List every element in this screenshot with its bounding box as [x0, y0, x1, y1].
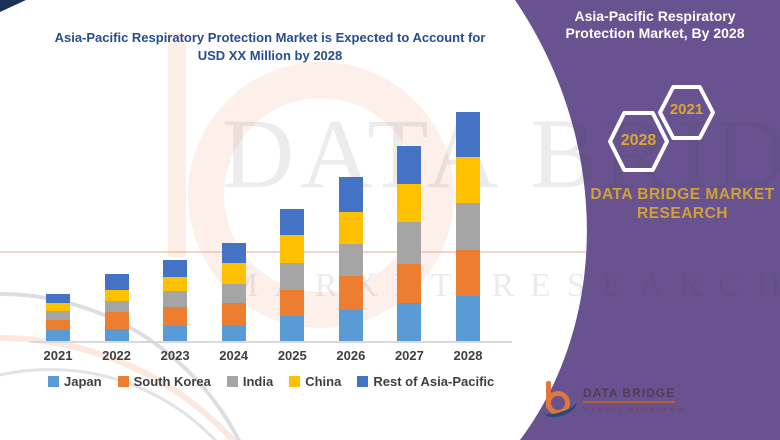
- x-label-2021: 2021: [43, 348, 73, 363]
- bar-2022-segment-south-korea: [104, 312, 129, 329]
- logo-underline: [583, 401, 675, 403]
- bar-2023-segment-south-korea: [163, 307, 188, 326]
- bar-2022: [104, 274, 129, 342]
- chart-title-line-2: USD XX Million by 2028: [197, 48, 343, 63]
- bar-2026-segment-china: [338, 212, 363, 244]
- legend-label-rest-of-asia-pacific: Rest of Asia-Pacific: [373, 374, 495, 389]
- legend-item-rest-of-asia-pacific: Rest of Asia-Pacific: [357, 374, 494, 389]
- side-panel-brand: DATA BRIDGE MARKET RESEARCH: [570, 185, 780, 223]
- x-label-2022: 2022: [102, 348, 132, 363]
- bar-2025-segment-south-korea: [280, 290, 305, 316]
- bar-2023: [163, 260, 188, 342]
- bar-2023-segment-rest-of-asia-pacific: [163, 260, 188, 277]
- bar-plot: [46, 99, 480, 342]
- bar-2021: [46, 294, 70, 342]
- bar-2021-segment-south-korea: [46, 320, 70, 330]
- legend-item-india: India: [226, 374, 274, 389]
- side-panel-title-line-2: Protection Market, By 2028: [565, 25, 745, 41]
- x-label-2023: 2023: [160, 348, 190, 363]
- bar-2025-segment-rest-of-asia-pacific: [280, 209, 305, 235]
- hexagon-2028-label: 2028: [620, 132, 657, 149]
- bar-2028-segment-rest-of-asia-pacific: [455, 112, 480, 157]
- hexagon-2021-outline: [658, 85, 715, 140]
- legend-item-south-korea: South Korea: [117, 374, 211, 389]
- logo-text-block: DATA BRIDGE MARKET RESEARCH: [583, 386, 685, 413]
- legend-item-japan: Japan: [48, 374, 102, 389]
- bar-2022-segment-rest-of-asia-pacific: [104, 274, 129, 290]
- legend-label-china: China: [305, 374, 342, 389]
- bar-2028-segment-south-korea: [455, 250, 480, 296]
- hexagon-2028-outline: [608, 111, 669, 172]
- bar-2024-segment-rest-of-asia-pacific: [221, 243, 246, 263]
- legend-item-china: China: [289, 374, 341, 389]
- side-panel-title-line-1: Asia-Pacific Respiratory: [574, 8, 736, 24]
- bar-2022-segment-china: [104, 290, 129, 301]
- chart-title: Asia-Pacific Respiratory Protection Mark…: [10, 29, 530, 65]
- logo-tagline: MARKET RESEARCH: [583, 406, 685, 413]
- legend-swatch-rest-of-asia-pacific: [357, 376, 369, 387]
- bar-2025-segment-india: [280, 263, 305, 290]
- hexagon-badges: [608, 85, 715, 172]
- data-bridge-logo: DATA BRIDGE MARKET RESEARCH: [541, 381, 736, 423]
- legend-label-japan: Japan: [64, 374, 102, 389]
- bar-2025-segment-japan: [280, 316, 305, 342]
- bar-2027-segment-south-korea: [397, 264, 422, 303]
- bar-2021-segment-japan: [46, 330, 70, 342]
- x-label-2025: 2025: [277, 348, 307, 363]
- bar-2027-segment-japan: [397, 303, 422, 342]
- bar-2024-segment-india: [221, 284, 246, 303]
- legend-swatch-india: [226, 376, 238, 387]
- hexagon-2021-label: 2021: [669, 101, 704, 118]
- bar-2028-segment-japan: [455, 296, 480, 342]
- corner-accent-wedge: [0, 0, 26, 12]
- bar-2026: [338, 177, 363, 342]
- legend: Japan South Korea India China Rest of Asia-P…: [48, 374, 494, 389]
- bar-2026-segment-india: [338, 244, 363, 276]
- bar-2027: [397, 146, 422, 342]
- bar-2028-segment-china: [455, 157, 480, 203]
- bar-2021-segment-china: [46, 303, 70, 311]
- bar-2025-segment-china: [280, 235, 305, 263]
- bar-2025: [280, 209, 305, 342]
- bar-2021-segment-india: [46, 311, 70, 320]
- bar-2026-segment-south-korea: [338, 276, 363, 310]
- watermark-logo-stem: [168, 33, 186, 257]
- x-label-2028: 2028: [453, 348, 483, 363]
- bar-2024-segment-china: [221, 263, 246, 284]
- x-label-2026: 2026: [336, 348, 366, 363]
- legend-swatch-south-korea: [117, 376, 129, 387]
- bar-2026-segment-japan: [338, 310, 363, 342]
- x-axis-line: [30, 341, 512, 343]
- x-label-2024: 2024: [219, 348, 249, 363]
- legend-swatch-japan: [48, 376, 59, 387]
- bar-2028: [455, 112, 480, 342]
- side-panel-brand-line-1: DATA BRIDGE MARKET: [590, 186, 775, 203]
- logo-bowl-shape: [546, 391, 570, 415]
- side-panel-title: Asia-Pacific Respiratory Protection Mark…: [540, 8, 770, 42]
- x-label-2027: 2027: [394, 348, 424, 363]
- data-bridge-b-icon: [541, 381, 579, 421]
- bar-2027-segment-china: [397, 184, 422, 222]
- legend-label-india: India: [242, 374, 274, 389]
- bar-2028-segment-india: [455, 203, 480, 250]
- legend-swatch-china: [289, 376, 301, 387]
- bar-2024-segment-japan: [221, 325, 246, 342]
- bar-2026-segment-rest-of-asia-pacific: [338, 177, 363, 212]
- bar-2023-segment-japan: [163, 326, 188, 342]
- bar-2022-segment-japan: [104, 329, 129, 342]
- bar-2027-segment-rest-of-asia-pacific: [397, 146, 422, 184]
- bar-2024-segment-south-korea: [221, 303, 246, 325]
- bar-2023-segment-china: [163, 277, 188, 291]
- legend-label-south-korea: South Korea: [133, 374, 211, 389]
- bar-2024: [221, 243, 246, 342]
- logo-brand-name: DATA BRIDGE: [583, 386, 676, 400]
- bar-2023-segment-india: [163, 291, 188, 307]
- chart-title-line-1: Asia-Pacific Respiratory Protection Mark…: [54, 30, 486, 45]
- bar-2021-segment-rest-of-asia-pacific: [46, 294, 70, 303]
- bar-2022-segment-india: [104, 301, 129, 312]
- side-panel-brand-line-2: RESEARCH: [637, 205, 728, 222]
- bar-2027-segment-india: [397, 222, 422, 264]
- x-axis-labels: 2021 2022 2023 2024 2025 2026 2027 2028: [44, 348, 483, 364]
